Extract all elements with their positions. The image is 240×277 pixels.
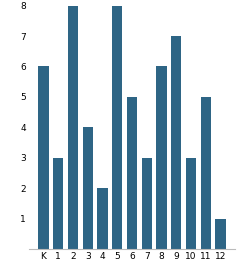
Bar [68,6,78,249]
Bar [53,158,63,249]
Bar [156,66,167,249]
Bar [38,66,48,249]
Bar [142,158,152,249]
Bar [97,188,108,249]
Bar [83,127,93,249]
Bar [216,219,226,249]
Bar [201,97,211,249]
Bar [171,36,181,249]
Bar [112,6,122,249]
Bar [186,158,196,249]
Bar [127,97,137,249]
